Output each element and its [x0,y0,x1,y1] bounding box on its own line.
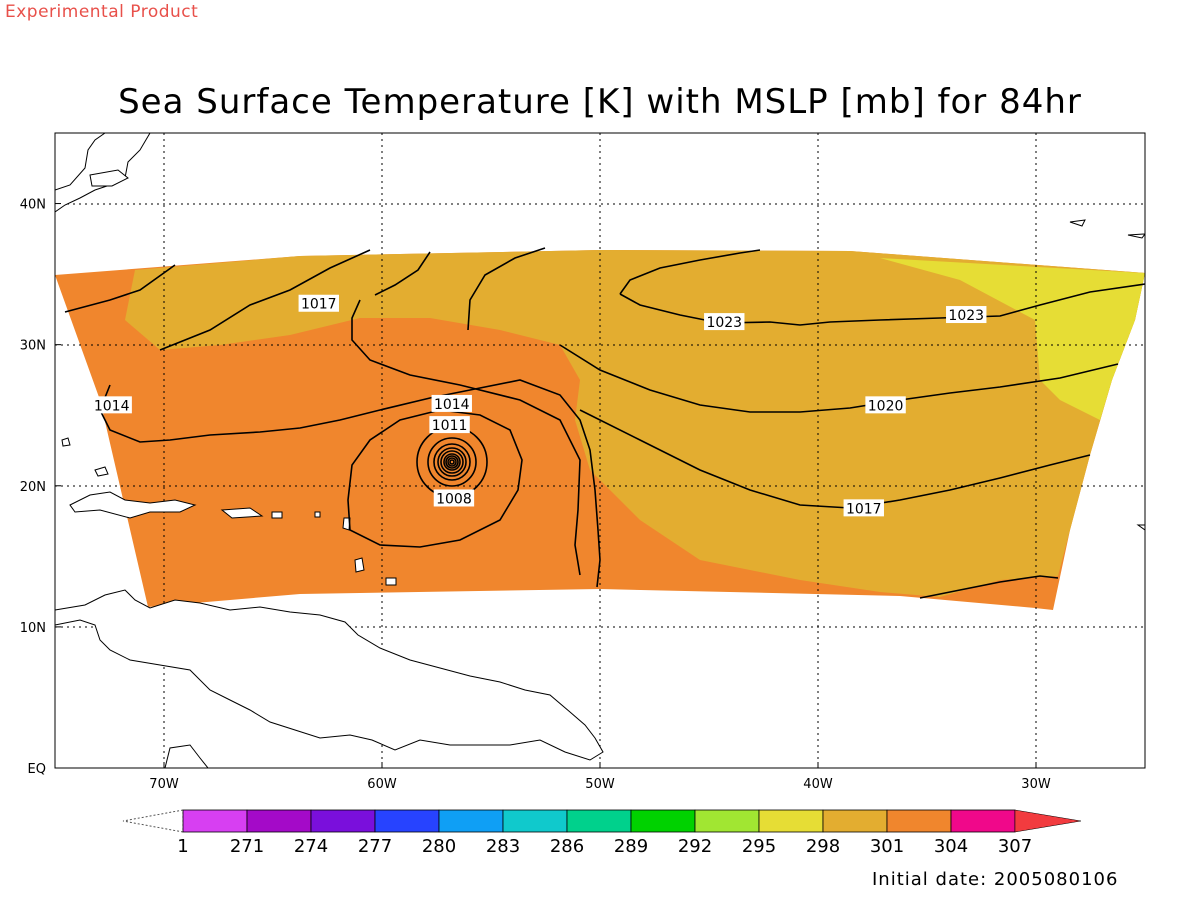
colorbar-label: 280 [422,836,456,857]
map-title: Sea Surface Temperature [K] with MSLP [m… [118,82,1082,122]
colorbar-label: 283 [486,836,520,857]
x-tick-label: 30W [1021,777,1051,792]
colorbar-swatch [374,809,440,833]
colorbar-swatch [694,809,760,833]
contour-label-bg [946,306,987,324]
colorbar-label: 277 [358,836,392,857]
y-tick-label: 10N [20,621,46,636]
colorbar-swatch [246,809,312,833]
colorbar: 1 271 274 277 280 283 286 289 292 295 298 301 304 307 [122,809,1082,857]
contour-label: 1023 [948,308,984,324]
colorbar-label: 304 [934,836,968,857]
colorbar-swatch [630,809,696,833]
colorbar-swatch [566,809,632,833]
axis-ticks: 70W 60W 50W 40W 30W EQ 10N 20N 30N 40N [20,198,1051,792]
contour-labels: 1014 1017 1014 1011 1008 1023 1023 1020 1017 [91,294,987,517]
colorbar-swatch [310,809,376,833]
x-tick-label: 50W [585,777,615,792]
colorbar-swatch [886,809,952,833]
contour-label-bg [298,294,339,312]
colorbar-label: 271 [230,836,264,857]
contour-label-bg [431,394,472,412]
y-tick-label: EQ [28,762,46,777]
colorbar-low-arrow [122,809,184,833]
colorbar-swatch [822,809,888,833]
contour-label: 1020 [868,398,904,414]
contour-label-bg [91,396,132,414]
colorbar-label: 274 [294,836,328,857]
contour-label: 1011 [432,418,468,434]
colorbar-swatch [950,809,1016,833]
x-tick-label: 60W [367,777,397,792]
sst-298-region [880,258,1145,420]
colorbar-high-arrow [1014,809,1082,833]
initial-date: Initial date: 2005080106 [872,869,1119,890]
y-tick-label: 30N [20,339,46,354]
colorbar-label: 295 [742,836,776,857]
colorbar-swatch [438,809,504,833]
contour-label-bg [433,489,475,507]
contour-label-bg [429,416,470,434]
y-tick-label: 40N [20,198,46,213]
colorbar-swatch [502,809,568,833]
sst-301-region [125,250,1145,597]
y-tick-label: 20N [20,480,46,495]
coastlines [55,133,1145,768]
contour-label-bg [865,396,906,414]
colorbar-label: 289 [614,836,648,857]
x-tick-label: 40W [803,777,833,792]
contour-label: 1023 [706,315,742,331]
contour-label: 1008 [436,491,472,507]
colorbar-label: 1 [177,836,188,857]
colorbar-label: 307 [998,836,1032,857]
contour-label: 1017 [846,501,882,517]
colorbar-label: 286 [550,836,584,857]
experimental-product-label: Experimental Product [5,2,199,22]
colorbar-label: 301 [870,836,904,857]
contour-label: 1014 [434,397,470,413]
colorbar-swatch [182,809,248,833]
contour-label: 1017 [301,297,337,313]
colorbar-swatch [758,809,824,833]
x-tick-label: 70W [149,777,179,792]
contour-label-bg [704,313,745,331]
colorbar-label: 298 [806,836,840,857]
colorbar-label: 292 [678,836,712,857]
contour-label: 1014 [94,398,130,414]
contour-label-bg [843,499,884,517]
